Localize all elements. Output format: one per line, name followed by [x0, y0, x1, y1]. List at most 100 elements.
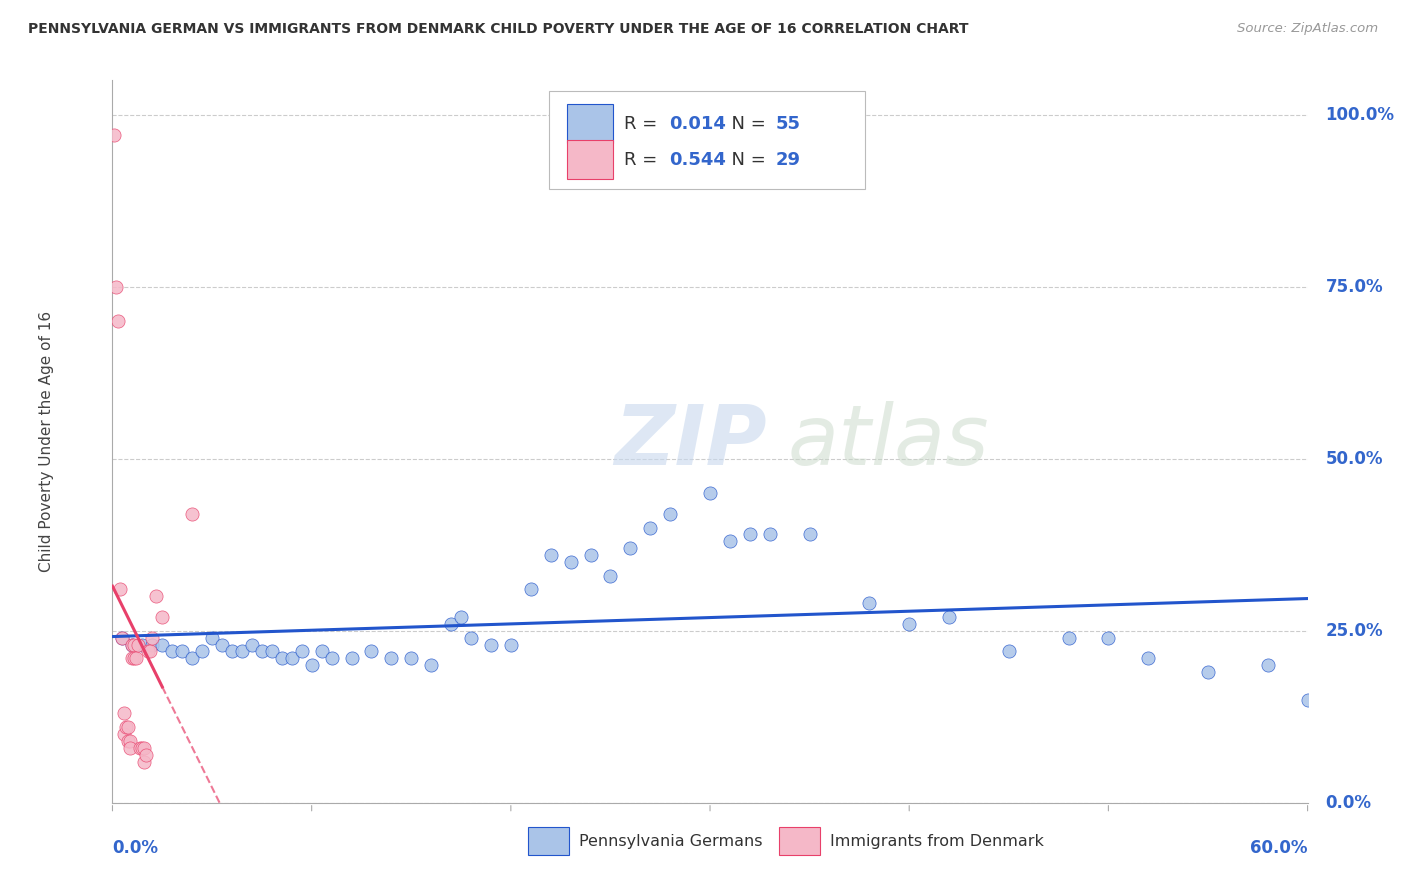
Point [380, 651, 402, 665]
Point [321, 651, 343, 665]
Point [340, 651, 363, 665]
Point [640, 520, 662, 534]
Point [231, 644, 253, 658]
Point [139, 644, 162, 658]
Text: Immigrants from Denmark: Immigrants from Denmark [830, 834, 1043, 848]
Point [858, 596, 880, 610]
Point [520, 582, 543, 597]
Point [659, 507, 682, 521]
Point [599, 568, 621, 582]
Point [1257, 658, 1279, 673]
Point [281, 651, 304, 665]
FancyBboxPatch shape [567, 104, 613, 143]
Text: N =: N = [720, 115, 770, 133]
Text: atlas: atlas [787, 401, 990, 482]
Point [579, 548, 602, 562]
Point [1137, 651, 1160, 665]
Point [938, 610, 960, 624]
Point [127, 638, 149, 652]
Text: N =: N = [720, 151, 770, 169]
Point [141, 631, 163, 645]
Point [191, 644, 214, 658]
Point [162, 644, 183, 658]
Text: 0.0%: 0.0% [1326, 794, 1371, 812]
Point [738, 527, 761, 541]
Point [799, 527, 821, 541]
Point [124, 638, 146, 652]
Text: Child Poverty Under the Age of 16: Child Poverty Under the Age of 16 [39, 311, 55, 572]
Point [111, 631, 134, 645]
Point [1296, 692, 1319, 706]
Point [998, 644, 1021, 658]
Point [121, 651, 143, 665]
Point [1057, 631, 1080, 645]
Point [401, 651, 423, 665]
Point [134, 740, 156, 755]
Point [107, 314, 129, 328]
Text: 25.0%: 25.0% [1326, 622, 1384, 640]
Point [250, 644, 273, 658]
Text: 0.544: 0.544 [669, 151, 727, 169]
Text: R =: R = [624, 115, 664, 133]
Point [699, 486, 721, 500]
Point [111, 631, 134, 645]
Text: 0.0%: 0.0% [112, 838, 159, 857]
FancyBboxPatch shape [548, 91, 866, 189]
Point [181, 507, 204, 521]
FancyBboxPatch shape [567, 140, 613, 179]
Point [125, 651, 148, 665]
Point [150, 610, 173, 624]
Point [718, 534, 741, 549]
Point [440, 616, 463, 631]
Point [759, 527, 782, 541]
Point [221, 644, 243, 658]
Point [460, 631, 482, 645]
Point [311, 644, 333, 658]
Point [120, 734, 142, 748]
Point [150, 638, 173, 652]
Text: 60.0%: 60.0% [1250, 838, 1308, 857]
Text: ZIP: ZIP [614, 401, 768, 482]
Text: 29: 29 [776, 151, 801, 169]
Point [141, 638, 163, 652]
Point [619, 541, 641, 556]
Point [360, 644, 382, 658]
Point [131, 740, 153, 755]
Point [114, 727, 135, 741]
Point [560, 555, 582, 569]
Point [131, 638, 153, 652]
Point [420, 658, 443, 673]
Point [499, 638, 522, 652]
Point [181, 651, 204, 665]
Point [121, 638, 143, 652]
Point [1197, 665, 1219, 679]
Point [145, 590, 167, 604]
Point [105, 279, 128, 293]
Point [117, 734, 139, 748]
Point [138, 644, 160, 658]
Text: 100.0%: 100.0% [1326, 105, 1395, 124]
Point [134, 755, 156, 769]
Point [124, 651, 146, 665]
Point [479, 638, 502, 652]
Point [103, 128, 125, 143]
Point [291, 644, 314, 658]
Text: 50.0%: 50.0% [1326, 450, 1384, 467]
Point [240, 638, 263, 652]
Point [898, 616, 921, 631]
Point [117, 720, 139, 734]
Text: R =: R = [624, 151, 664, 169]
Point [115, 720, 138, 734]
Point [114, 706, 135, 721]
Text: Pennsylvania Germans: Pennsylvania Germans [579, 834, 762, 848]
Point [211, 638, 233, 652]
Point [201, 631, 224, 645]
Point [540, 548, 562, 562]
Point [135, 747, 157, 762]
Point [129, 740, 152, 755]
Text: 55: 55 [776, 115, 801, 133]
Point [301, 658, 323, 673]
Point [110, 582, 132, 597]
Text: PENNSYLVANIA GERMAN VS IMMIGRANTS FROM DENMARK CHILD POVERTY UNDER THE AGE OF 16: PENNSYLVANIA GERMAN VS IMMIGRANTS FROM D… [28, 22, 969, 37]
FancyBboxPatch shape [779, 827, 820, 855]
